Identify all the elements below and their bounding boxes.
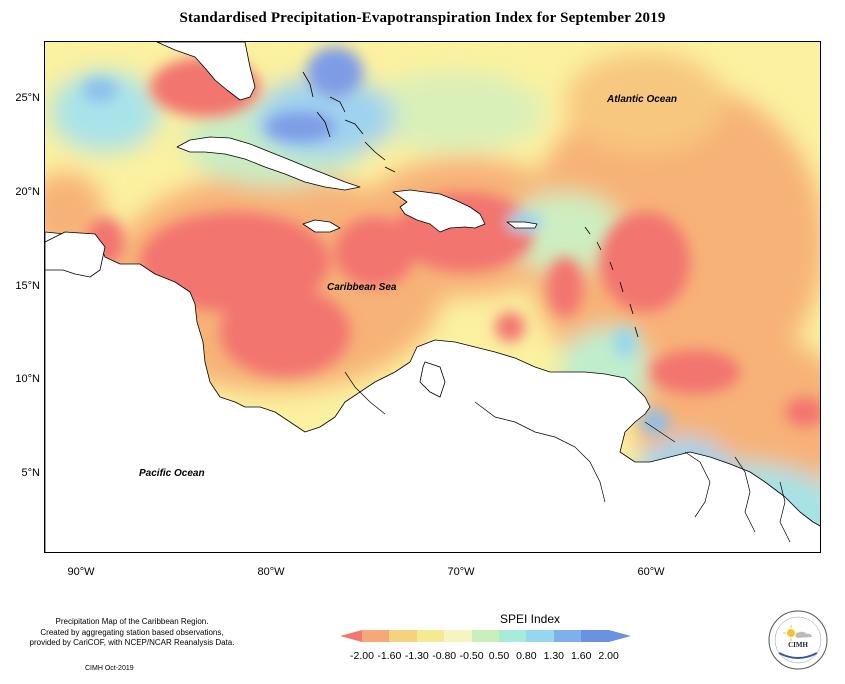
credits: Precipitation Map of the Caribbean Regio… <box>12 617 252 649</box>
logo-text: CIMH <box>788 641 808 649</box>
legend-swatch <box>581 630 609 642</box>
legend-tick-label: -0.50 <box>459 650 484 662</box>
lat-label-15n: 15°N <box>15 280 40 292</box>
legend-swatch <box>389 630 417 642</box>
atlantic-ocean-label: Atlantic Ocean <box>607 94 678 105</box>
spei-field <box>45 42 820 552</box>
lat-label-5n: 5°N <box>21 467 40 479</box>
legend-swatch <box>498 630 527 642</box>
map-title: Standardised Precipitation-Evapotranspir… <box>179 10 666 26</box>
spei-map: Atlantic Ocean Caribbean Sea Pacific Oce… <box>44 41 821 553</box>
legend-swatch <box>553 630 582 642</box>
legend-tick-label: -1.30 <box>404 650 429 662</box>
legend-swatch <box>362 630 390 642</box>
legend-swatch <box>444 630 472 642</box>
legend-swatch <box>471 630 499 642</box>
credit-date: CIMH Oct-2019 <box>85 665 134 672</box>
lon-label-80w: 80°W <box>257 566 285 578</box>
legend-arrow-left <box>340 630 362 642</box>
legend-tick-label: -1.60 <box>377 650 402 662</box>
lon-label-70w: 70°W <box>447 566 475 578</box>
legend-tick-label: 1.30 <box>543 650 565 662</box>
legend-swatch <box>416 630 445 642</box>
legend-arrow-right <box>608 630 631 642</box>
lat-label-10n: 10°N <box>15 373 40 385</box>
legend-colorbar <box>340 630 631 642</box>
lon-label-90w: 90°W <box>67 566 95 578</box>
legend-tick-label: 2.00 <box>598 650 619 662</box>
credit-line-2: Created by aggregating station based obs… <box>40 627 224 637</box>
lon-label-60w: 60°W <box>637 566 665 578</box>
cimh-logo-icon: CIMH <box>768 610 828 670</box>
legend-swatch <box>526 630 554 642</box>
legend-tick-label: -2.00 <box>350 650 374 662</box>
legend-tick-label: 0.50 <box>488 650 510 662</box>
lat-label-20n: 20°N <box>15 186 40 198</box>
caribbean-sea-label: Caribbean Sea <box>327 282 397 293</box>
legend-tick-label: -0.80 <box>432 650 457 662</box>
credit-line-3: provided by CariCOF, with NCEP/NCAR Rean… <box>29 638 235 647</box>
credit-line-1: Precipitation Map of the Caribbean Regio… <box>55 617 209 626</box>
lat-label-25n: 25°N <box>15 92 40 104</box>
legend-title: SPEI Index <box>499 612 561 626</box>
pacific-ocean-label: Pacific Ocean <box>139 468 205 479</box>
legend-tick-label: 1.60 <box>570 650 592 662</box>
legend-tick-label: 0.80 <box>516 650 537 662</box>
